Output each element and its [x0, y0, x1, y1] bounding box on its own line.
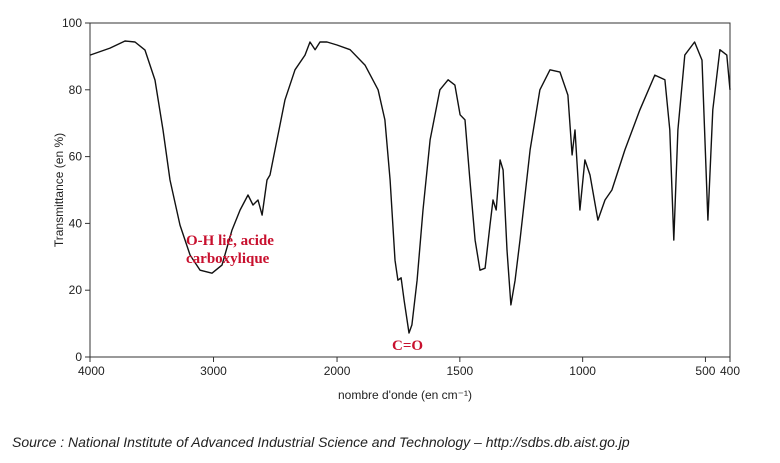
y-tick-label: 40 — [69, 216, 83, 230]
x-tick-label: 3000 — [200, 364, 227, 378]
y-tick-label: 100 — [62, 16, 82, 30]
y-tick-label: 60 — [69, 150, 83, 164]
x-tick-label: 400 — [720, 364, 740, 378]
y-tick-label: 80 — [69, 83, 83, 97]
x-tick-label: 2000 — [324, 364, 351, 378]
annotation: O-H lié, acide — [186, 233, 274, 249]
x-tick-label: 1000 — [569, 364, 596, 378]
annotation: C=O — [392, 338, 423, 354]
annotation: carboxylique — [186, 251, 270, 267]
x-tick-label: 500 — [695, 364, 715, 378]
x-tick-label: 4000 — [78, 364, 105, 378]
source: Source : National Institute of Advanced … — [12, 434, 630, 450]
plot-frame — [89, 22, 731, 358]
y-axis-label: Transmittance (en %) — [52, 133, 66, 247]
spectrum-line — [89, 40, 731, 334]
y-tick-label: 0 — [75, 350, 82, 364]
y-tick-label: 20 — [69, 283, 83, 297]
x-axis-label: nombre d'onde (en cm⁻¹) — [338, 388, 472, 402]
x-tick-label: 1500 — [446, 364, 473, 378]
